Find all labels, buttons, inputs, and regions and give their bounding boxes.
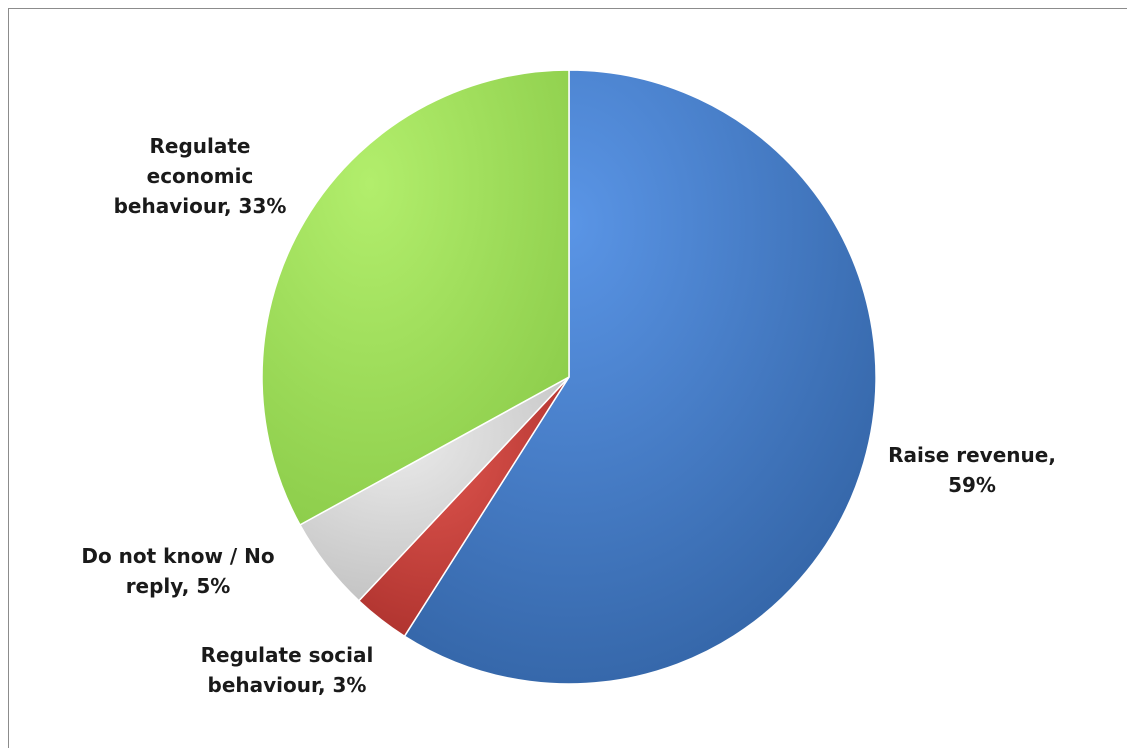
label-raise-revenue: Raise revenue, 59% bbox=[888, 443, 1056, 497]
label-regulate-economic-behaviour: Regulate economic behaviour, 33% bbox=[114, 134, 287, 218]
label-do-not-know: Do not know / No reply, 5% bbox=[81, 544, 274, 598]
slice-raise-revenue bbox=[403, 69, 877, 685]
label-do-not-know-line: Do not know / No bbox=[81, 544, 274, 568]
label-regulate-economic-behaviour-line: Regulate bbox=[150, 134, 251, 158]
pie-slices bbox=[261, 69, 877, 685]
label-raise-revenue-line: 59% bbox=[948, 473, 996, 497]
label-regulate-social-behaviour-line: Regulate social bbox=[201, 643, 374, 667]
label-regulate-economic-behaviour-line: behaviour, 33% bbox=[114, 194, 287, 218]
label-do-not-know-line: reply, 5% bbox=[126, 574, 231, 598]
label-regulate-economic-behaviour-line: economic bbox=[147, 164, 254, 188]
label-regulate-social-behaviour-line: behaviour, 3% bbox=[208, 673, 367, 697]
pie-labels: Raise revenue, 59% Regulate social behaviou… bbox=[81, 134, 1056, 697]
slice-regulate-economic-behaviour bbox=[261, 69, 570, 526]
label-raise-revenue-line: Raise revenue, bbox=[888, 443, 1056, 467]
label-regulate-social-behaviour: Regulate social behaviour, 3% bbox=[201, 643, 374, 697]
